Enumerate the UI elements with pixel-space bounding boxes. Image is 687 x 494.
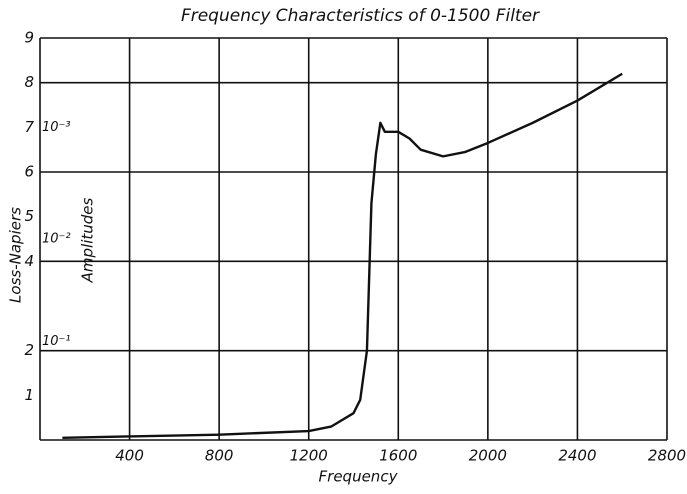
- y-tick-label: 2: [24, 341, 34, 359]
- y2-tick-label: 10⁻³: [42, 120, 71, 135]
- y-tick-label: 6: [24, 163, 34, 181]
- x-tick-label: 2800: [648, 447, 686, 465]
- y2-tick-label: 10⁻²: [42, 232, 71, 247]
- y2-axis-label: Amplitudes: [79, 197, 97, 283]
- y-tick-label: 4: [24, 252, 34, 270]
- y2-tick-label: 10⁻¹: [42, 334, 71, 349]
- y-tick-label: 1: [24, 386, 34, 404]
- x-tick-label: 400: [115, 447, 144, 465]
- chart-title: Frequency Characteristics of 0-1500 Filt…: [181, 6, 540, 26]
- x-tick-label: 2400: [558, 447, 596, 465]
- y-tick-label: 7: [24, 118, 34, 136]
- y-axis-label: Loss-Napiers: [7, 207, 25, 303]
- x-tick-label: 1600: [379, 447, 417, 465]
- x-tick-label: 2000: [469, 447, 507, 465]
- x-tick-label: 1200: [290, 447, 328, 465]
- data-line: [62, 72, 623, 439]
- y-tick-label: 9: [24, 29, 34, 47]
- x-tick-label: 800: [205, 447, 234, 465]
- y-tick-label: 8: [24, 73, 34, 91]
- x-axis-label: Frequency: [319, 468, 399, 486]
- y-tick-label: 5: [24, 207, 34, 225]
